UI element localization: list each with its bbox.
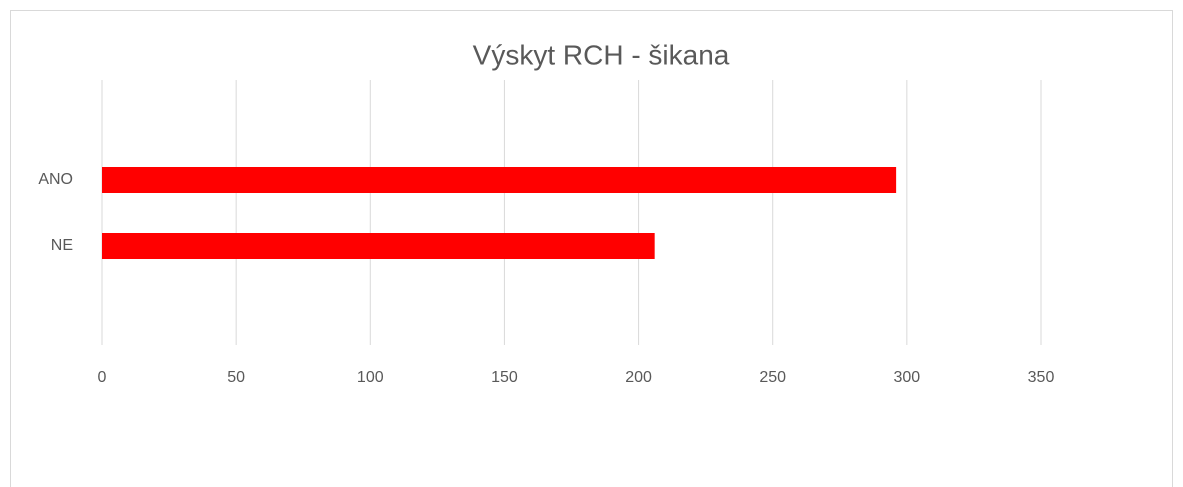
bar [102, 167, 897, 193]
x-tick-label: 250 [759, 369, 786, 386]
x-tick-label: 50 [227, 369, 245, 386]
x-tick-label: 150 [491, 369, 518, 386]
x-tick-label: 100 [357, 369, 384, 386]
chart-title: Výskyt RCH - šikana [473, 39, 730, 70]
x-tick-label: 350 [1028, 369, 1055, 386]
x-tick-label: 200 [625, 369, 652, 386]
x-tick-label: 0 [98, 369, 107, 386]
y-tick-label: ANO [38, 171, 73, 188]
bar [102, 233, 655, 259]
y-tick-label: NE [51, 237, 73, 254]
x-tick-label: 300 [894, 369, 921, 386]
